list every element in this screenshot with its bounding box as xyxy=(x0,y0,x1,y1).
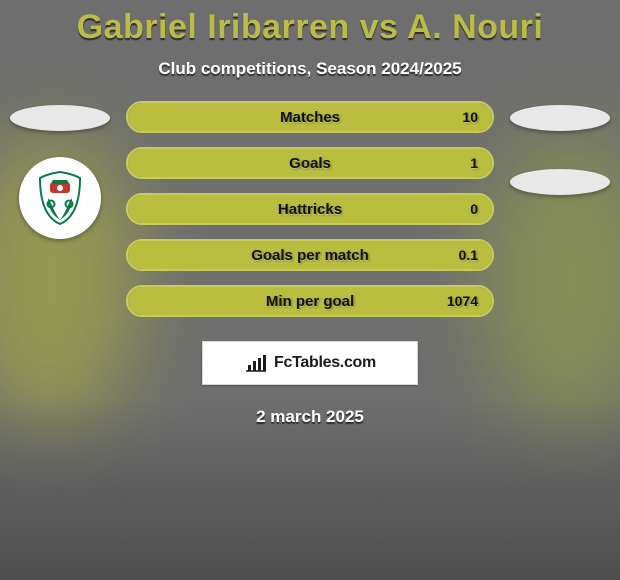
right-player-column xyxy=(500,101,620,317)
page-title: Gabriel Iribarren vs A. Nouri xyxy=(77,8,544,47)
stat-bar-value: 0 xyxy=(470,201,478,217)
stat-bar: Min per goal 1074 xyxy=(126,285,494,317)
stat-bar-value: 10 xyxy=(462,109,478,125)
club-crest-icon xyxy=(30,168,90,228)
stat-bar: Goals per match 0.1 xyxy=(126,239,494,271)
stats-bars: Matches 10 Goals 1 Hattricks 0 Goals per match… xyxy=(120,101,500,317)
stat-bar-label: Goals xyxy=(289,155,331,172)
stat-bar-label: Hattricks xyxy=(278,201,342,218)
stat-bar-label: Goals per match xyxy=(251,247,369,264)
page-subtitle: Club competitions, Season 2024/2025 xyxy=(158,59,461,79)
stat-bar: Hattricks 0 xyxy=(126,193,494,225)
left-player-club-badge xyxy=(19,157,101,239)
right-player-club-placeholder xyxy=(510,169,610,195)
left-player-column xyxy=(0,101,120,317)
stat-bar-value: 1 xyxy=(470,155,478,171)
left-player-avatar-placeholder xyxy=(10,105,110,131)
stat-bar-value: 1074 xyxy=(447,293,478,309)
comparison-infographic: Gabriel Iribarren vs A. Nouri Club compe… xyxy=(0,0,620,427)
stat-bar: Matches 10 xyxy=(126,101,494,133)
brand-logo-box: FcTables.com xyxy=(202,341,418,385)
content-row: Matches 10 Goals 1 Hattricks 0 Goals per match… xyxy=(0,101,620,317)
bar-chart-icon xyxy=(244,353,268,373)
brand-name: FcTables.com xyxy=(274,354,376,372)
infographic-date: 2 march 2025 xyxy=(256,407,364,427)
stat-bar-value: 0.1 xyxy=(459,247,478,263)
stat-bar: Goals 1 xyxy=(126,147,494,179)
right-player-avatar-placeholder xyxy=(510,105,610,131)
stat-bar-label: Min per goal xyxy=(266,293,354,310)
stat-bar-label: Matches xyxy=(280,109,340,126)
